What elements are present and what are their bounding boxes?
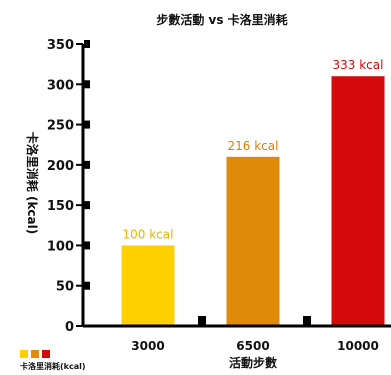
y-tick-label: 300 bbox=[47, 78, 74, 93]
legend-swatch bbox=[20, 350, 28, 358]
y-tick-label: 250 bbox=[47, 119, 74, 134]
y-tick-marker bbox=[84, 80, 90, 89]
y-tick-marker bbox=[84, 120, 90, 129]
y-tick-label: 350 bbox=[47, 38, 74, 53]
x-tick-label-6500: 6500 bbox=[236, 339, 269, 353]
y-tick-marker bbox=[84, 40, 90, 48]
data-label-10000: 333 kcal bbox=[333, 58, 384, 72]
y-axis-title: 卡洛里消耗 (kcal) bbox=[25, 132, 40, 234]
y-tick-label: 0 bbox=[65, 320, 74, 335]
bar-10000 bbox=[331, 76, 385, 326]
y-tick-marker bbox=[84, 201, 90, 210]
bars: 100 kcal 216 kcal 333 kcal bbox=[121, 58, 385, 326]
legend: 卡洛里消耗(kcal) bbox=[20, 350, 86, 371]
bar-6500 bbox=[226, 156, 280, 326]
y-tick-marker bbox=[84, 281, 90, 290]
data-label-6500: 216 kcal bbox=[228, 139, 279, 153]
legend-swatch bbox=[31, 350, 39, 358]
y-tick-marker bbox=[84, 160, 90, 169]
x-tick-label-10000: 10000 bbox=[337, 339, 379, 353]
legend-swatch bbox=[42, 350, 50, 358]
y-tick-label: 150 bbox=[47, 199, 74, 214]
x-axis-title: 活動步數 bbox=[229, 355, 277, 370]
x-tick-marker bbox=[198, 316, 206, 326]
x-tick-marker bbox=[303, 316, 311, 326]
y-tick-label: 200 bbox=[47, 159, 74, 174]
y-axis: 0 50 100 150 200 250 300 350 bbox=[47, 38, 90, 335]
chart-title: 步數活動 vs 卡洛里消耗 bbox=[156, 12, 287, 27]
x-axis: 3000 6500 10000 bbox=[83, 316, 391, 353]
data-label-3000: 100 kcal bbox=[123, 227, 174, 241]
y-tick-label: 100 bbox=[47, 239, 74, 254]
legend-label: 卡洛里消耗(kcal) bbox=[20, 361, 86, 371]
bar-3000 bbox=[121, 245, 175, 326]
x-tick-label-3000: 3000 bbox=[131, 339, 164, 353]
y-tick-marker bbox=[84, 241, 90, 250]
y-tick-label: 50 bbox=[56, 280, 74, 295]
